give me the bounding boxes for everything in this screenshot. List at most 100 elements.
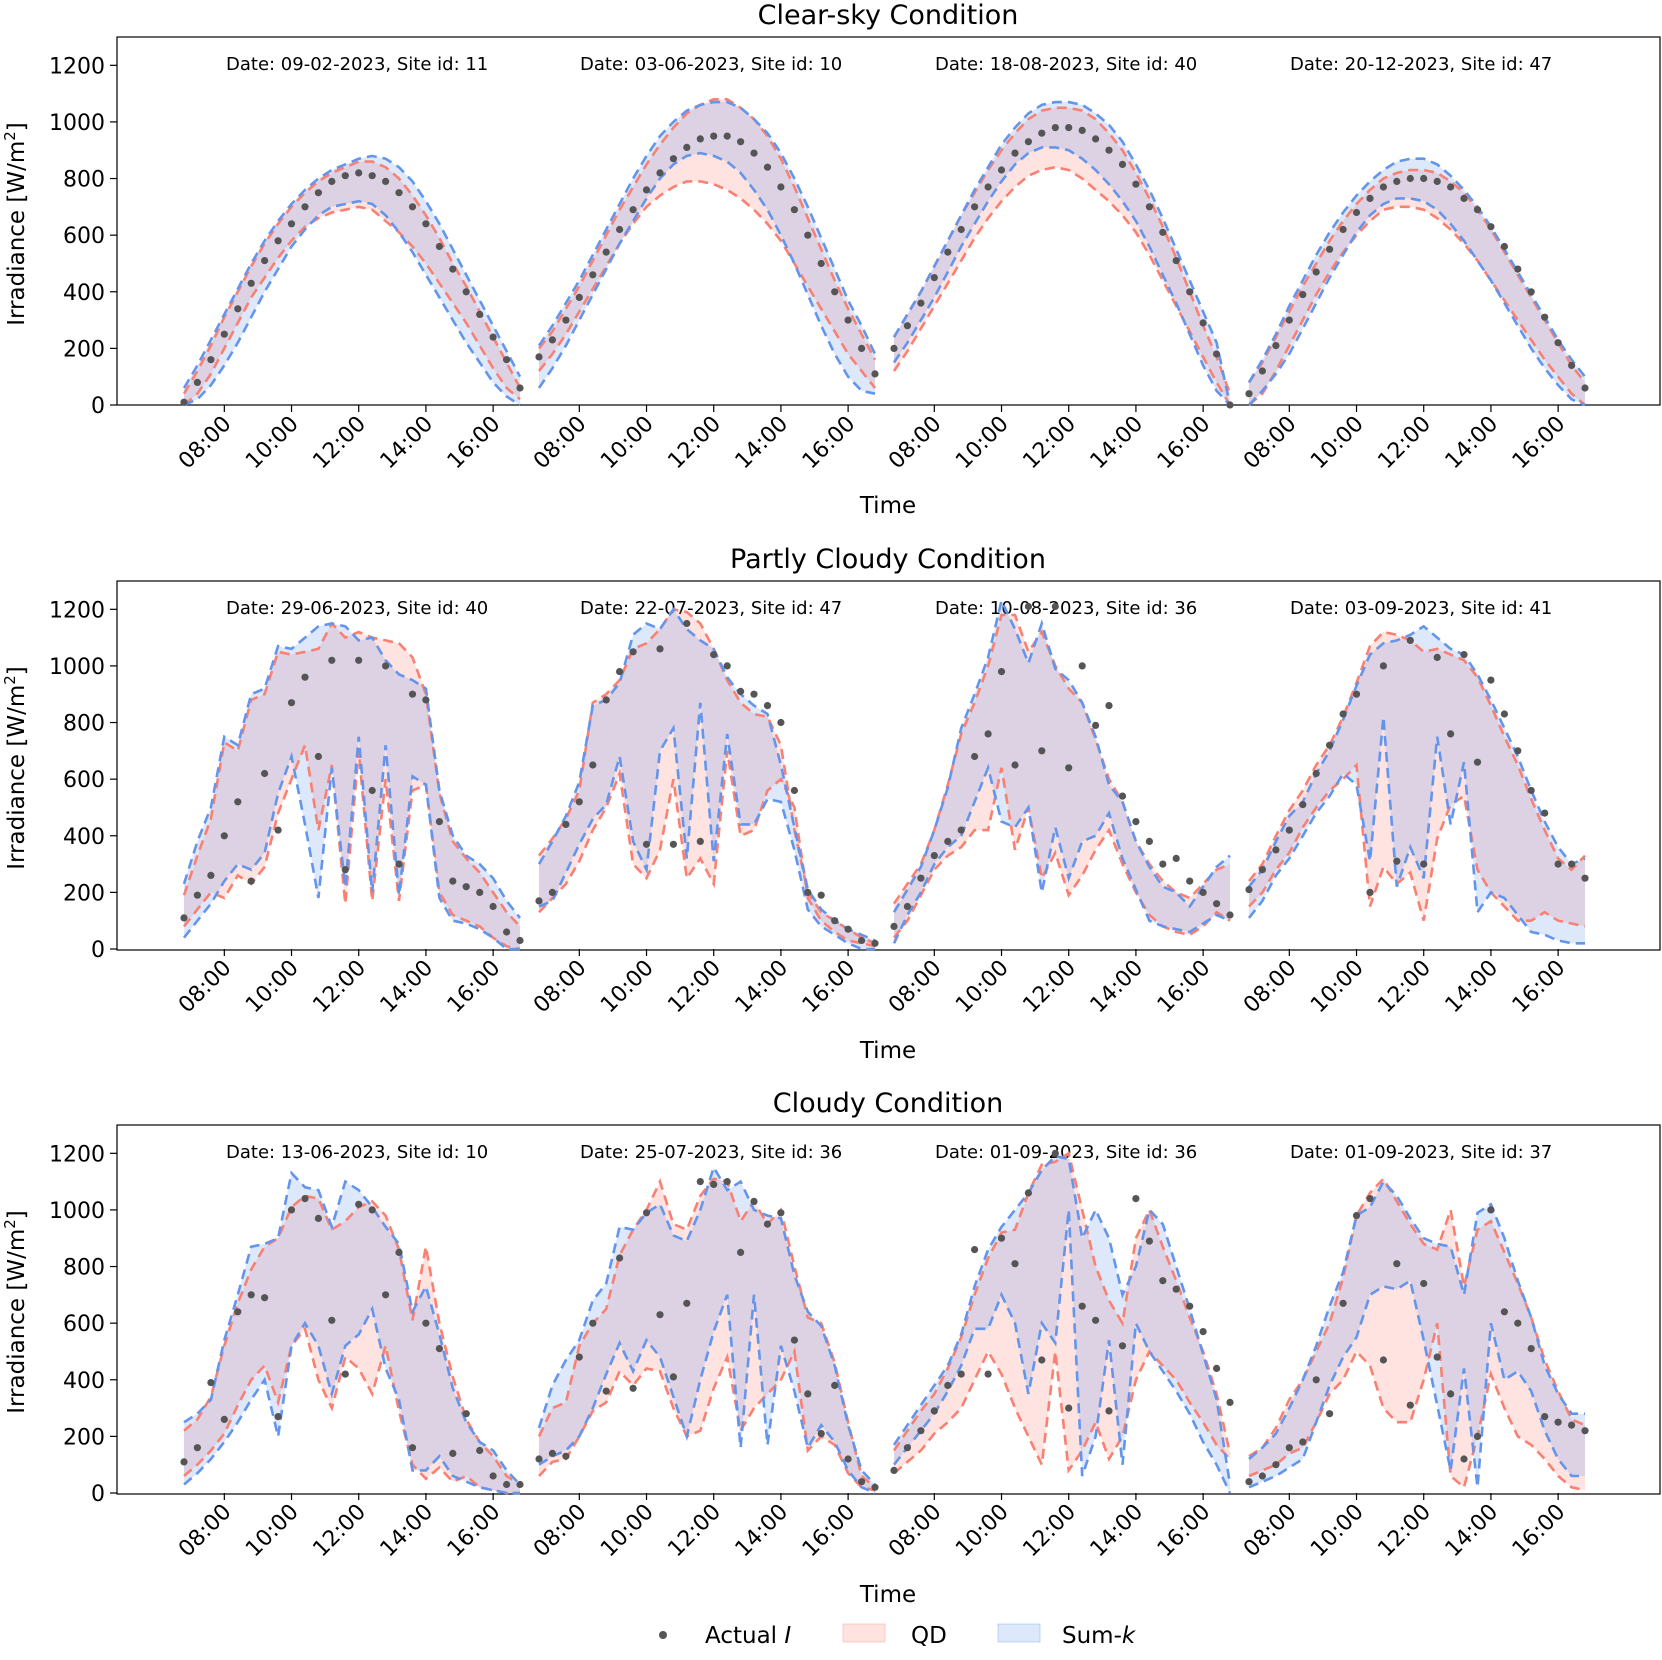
y-tick-label: 1000 — [49, 1199, 105, 1224]
actual-point — [858, 1478, 866, 1486]
actual-point — [1299, 1438, 1307, 1446]
actual-point — [804, 231, 812, 239]
sumk-upper-line — [892, 100, 1232, 406]
actual-point — [1132, 1195, 1140, 1203]
actual-point — [997, 1234, 1006, 1242]
actual-point — [858, 344, 866, 352]
actual-point — [710, 651, 718, 659]
actual-point — [1527, 786, 1535, 795]
actual-point — [449, 265, 457, 273]
actual-point — [1272, 342, 1280, 350]
day-label: Date: 10-08-2023, Site id: 36 — [935, 598, 1197, 619]
actual-point — [1024, 138, 1032, 146]
y-tick-label: 1200 — [49, 54, 105, 79]
x-tick-label: 10:00 — [951, 1500, 1014, 1563]
sumk-band — [1249, 626, 1585, 944]
day-label: Date: 20-12-2023, Site id: 47 — [1290, 54, 1552, 75]
actual-point — [1460, 194, 1468, 202]
actual-point — [548, 336, 557, 344]
actual-point — [489, 902, 497, 911]
actual-point — [287, 699, 296, 707]
x-tick-label: 10:00 — [1306, 956, 1369, 1019]
actual-point — [220, 330, 228, 338]
actual-point — [422, 1319, 430, 1327]
x-tick-label: 12:00 — [1018, 412, 1081, 475]
y-label-sup: 2 — [1, 1219, 19, 1229]
qd-band — [1249, 170, 1585, 405]
actual-point — [503, 928, 511, 936]
actual-point — [930, 852, 938, 860]
actual-point — [984, 183, 992, 191]
sumk-upper-line — [537, 100, 877, 355]
actual-point — [1011, 1260, 1019, 1268]
plot-frame — [116, 36, 1661, 406]
x-tick-label: 16:00 — [798, 956, 861, 1019]
sumk-band — [184, 623, 520, 949]
actual-point — [328, 177, 336, 185]
actual-point — [1258, 367, 1266, 375]
day-label: Date: 09-02-2023, Site id: 11 — [226, 54, 488, 75]
svg-text:Irradiance [W/m2]: Irradiance [W/m2] — [1, 666, 30, 870]
y-tick-label: 800 — [63, 1256, 105, 1281]
qd-band — [1249, 632, 1585, 927]
sumk-lower-line — [183, 199, 521, 407]
actual-point — [1092, 1316, 1100, 1324]
x-tick-label: 08:00 — [1239, 956, 1302, 1019]
qd-upper-line — [537, 607, 876, 945]
actual-point — [589, 271, 597, 279]
panel-title: Clear-sky Condition — [758, 0, 1019, 31]
actual-point — [575, 1353, 583, 1361]
actual-point — [957, 826, 965, 834]
actual-point — [723, 1178, 731, 1186]
actual-point — [382, 662, 390, 670]
actual-point — [1172, 257, 1180, 265]
actual-point — [1554, 339, 1562, 347]
actual-point — [562, 316, 570, 324]
actual-point — [395, 1248, 403, 1256]
day-label: Date: 03-09-2023, Site id: 41 — [1290, 598, 1552, 619]
actual-point — [616, 668, 624, 676]
y-tick-label: 1200 — [49, 598, 105, 623]
actual-point — [1186, 877, 1194, 885]
actual-point — [1245, 390, 1253, 398]
actual-point — [274, 826, 282, 834]
actual-point — [1272, 1461, 1280, 1469]
actual-point — [301, 1195, 309, 1203]
actual-point — [261, 769, 269, 778]
y-tick-label: 400 — [63, 1369, 105, 1394]
panel-clear-sky: Clear-sky Condition Date: 09-02-2023, Si… — [1, 0, 1661, 519]
actual-point — [903, 902, 912, 911]
y-tick-label: 200 — [63, 1425, 105, 1450]
actual-point — [1447, 1390, 1455, 1398]
actual-point — [261, 1294, 269, 1302]
actual-point — [408, 1444, 417, 1452]
legend-actual-label: Actual I — [705, 1623, 791, 1649]
actual-point — [642, 840, 651, 848]
day-label: Date: 18-08-2023, Site id: 40 — [935, 54, 1197, 75]
actual-point — [1258, 1472, 1266, 1480]
actual-point — [1299, 291, 1307, 299]
actual-point — [696, 135, 704, 143]
actual-point — [355, 656, 363, 664]
actual-point — [1038, 1356, 1046, 1364]
actual-point — [1226, 911, 1234, 919]
actual-point — [858, 936, 866, 945]
x-tick-label: 16:00 — [1508, 956, 1571, 1019]
actual-point — [341, 866, 349, 874]
actual-point — [1473, 206, 1482, 214]
actual-point — [1541, 809, 1549, 817]
x-tick-label: 12:00 — [663, 956, 726, 1019]
actual-point — [1172, 1285, 1180, 1293]
sumk-lower-line — [538, 1294, 876, 1495]
actual-point — [971, 203, 979, 211]
actual-point — [1285, 826, 1293, 834]
x-tick-label: 10:00 — [241, 412, 304, 475]
qd-lower-line — [537, 180, 877, 389]
actual-point — [750, 690, 758, 698]
actual-point — [1581, 874, 1589, 882]
actual-point — [449, 877, 457, 885]
qd-band — [539, 99, 875, 389]
qd-band — [184, 623, 520, 949]
actual-point — [476, 888, 484, 897]
qd-lower-line — [182, 740, 521, 951]
